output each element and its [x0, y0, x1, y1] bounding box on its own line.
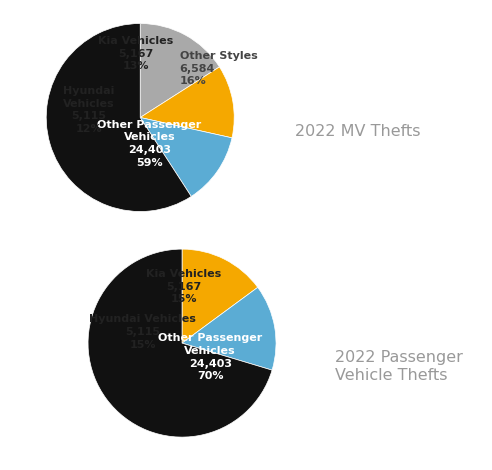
Wedge shape [140, 24, 219, 118]
Text: 2022 Passenger
Vehicle Thefts: 2022 Passenger Vehicle Thefts [335, 351, 462, 383]
Text: Hyundai
Vehicles
5,115
12%: Hyundai Vehicles 5,115 12% [62, 86, 114, 134]
Wedge shape [182, 249, 258, 343]
Text: Other Passenger
Vehicles
24,403
70%: Other Passenger Vehicles 24,403 70% [158, 333, 262, 381]
Wedge shape [88, 249, 272, 437]
Wedge shape [182, 287, 276, 370]
Wedge shape [46, 24, 191, 212]
Text: 2022 MV Thefts: 2022 MV Thefts [295, 124, 421, 139]
Wedge shape [140, 67, 234, 138]
Text: Kia Vehicles
5,167
13%: Kia Vehicles 5,167 13% [98, 36, 173, 71]
Wedge shape [140, 118, 232, 196]
Text: Hyundai Vehicles
5,115
15%: Hyundai Vehicles 5,115 15% [89, 314, 196, 350]
Text: Other Styles
6,584
16%: Other Styles 6,584 16% [180, 51, 257, 86]
Text: Kia Vehicles
5,167
15%: Kia Vehicles 5,167 15% [146, 269, 221, 305]
Text: Other Passenger
Vehicles
24,403
59%: Other Passenger Vehicles 24,403 59% [97, 120, 202, 168]
